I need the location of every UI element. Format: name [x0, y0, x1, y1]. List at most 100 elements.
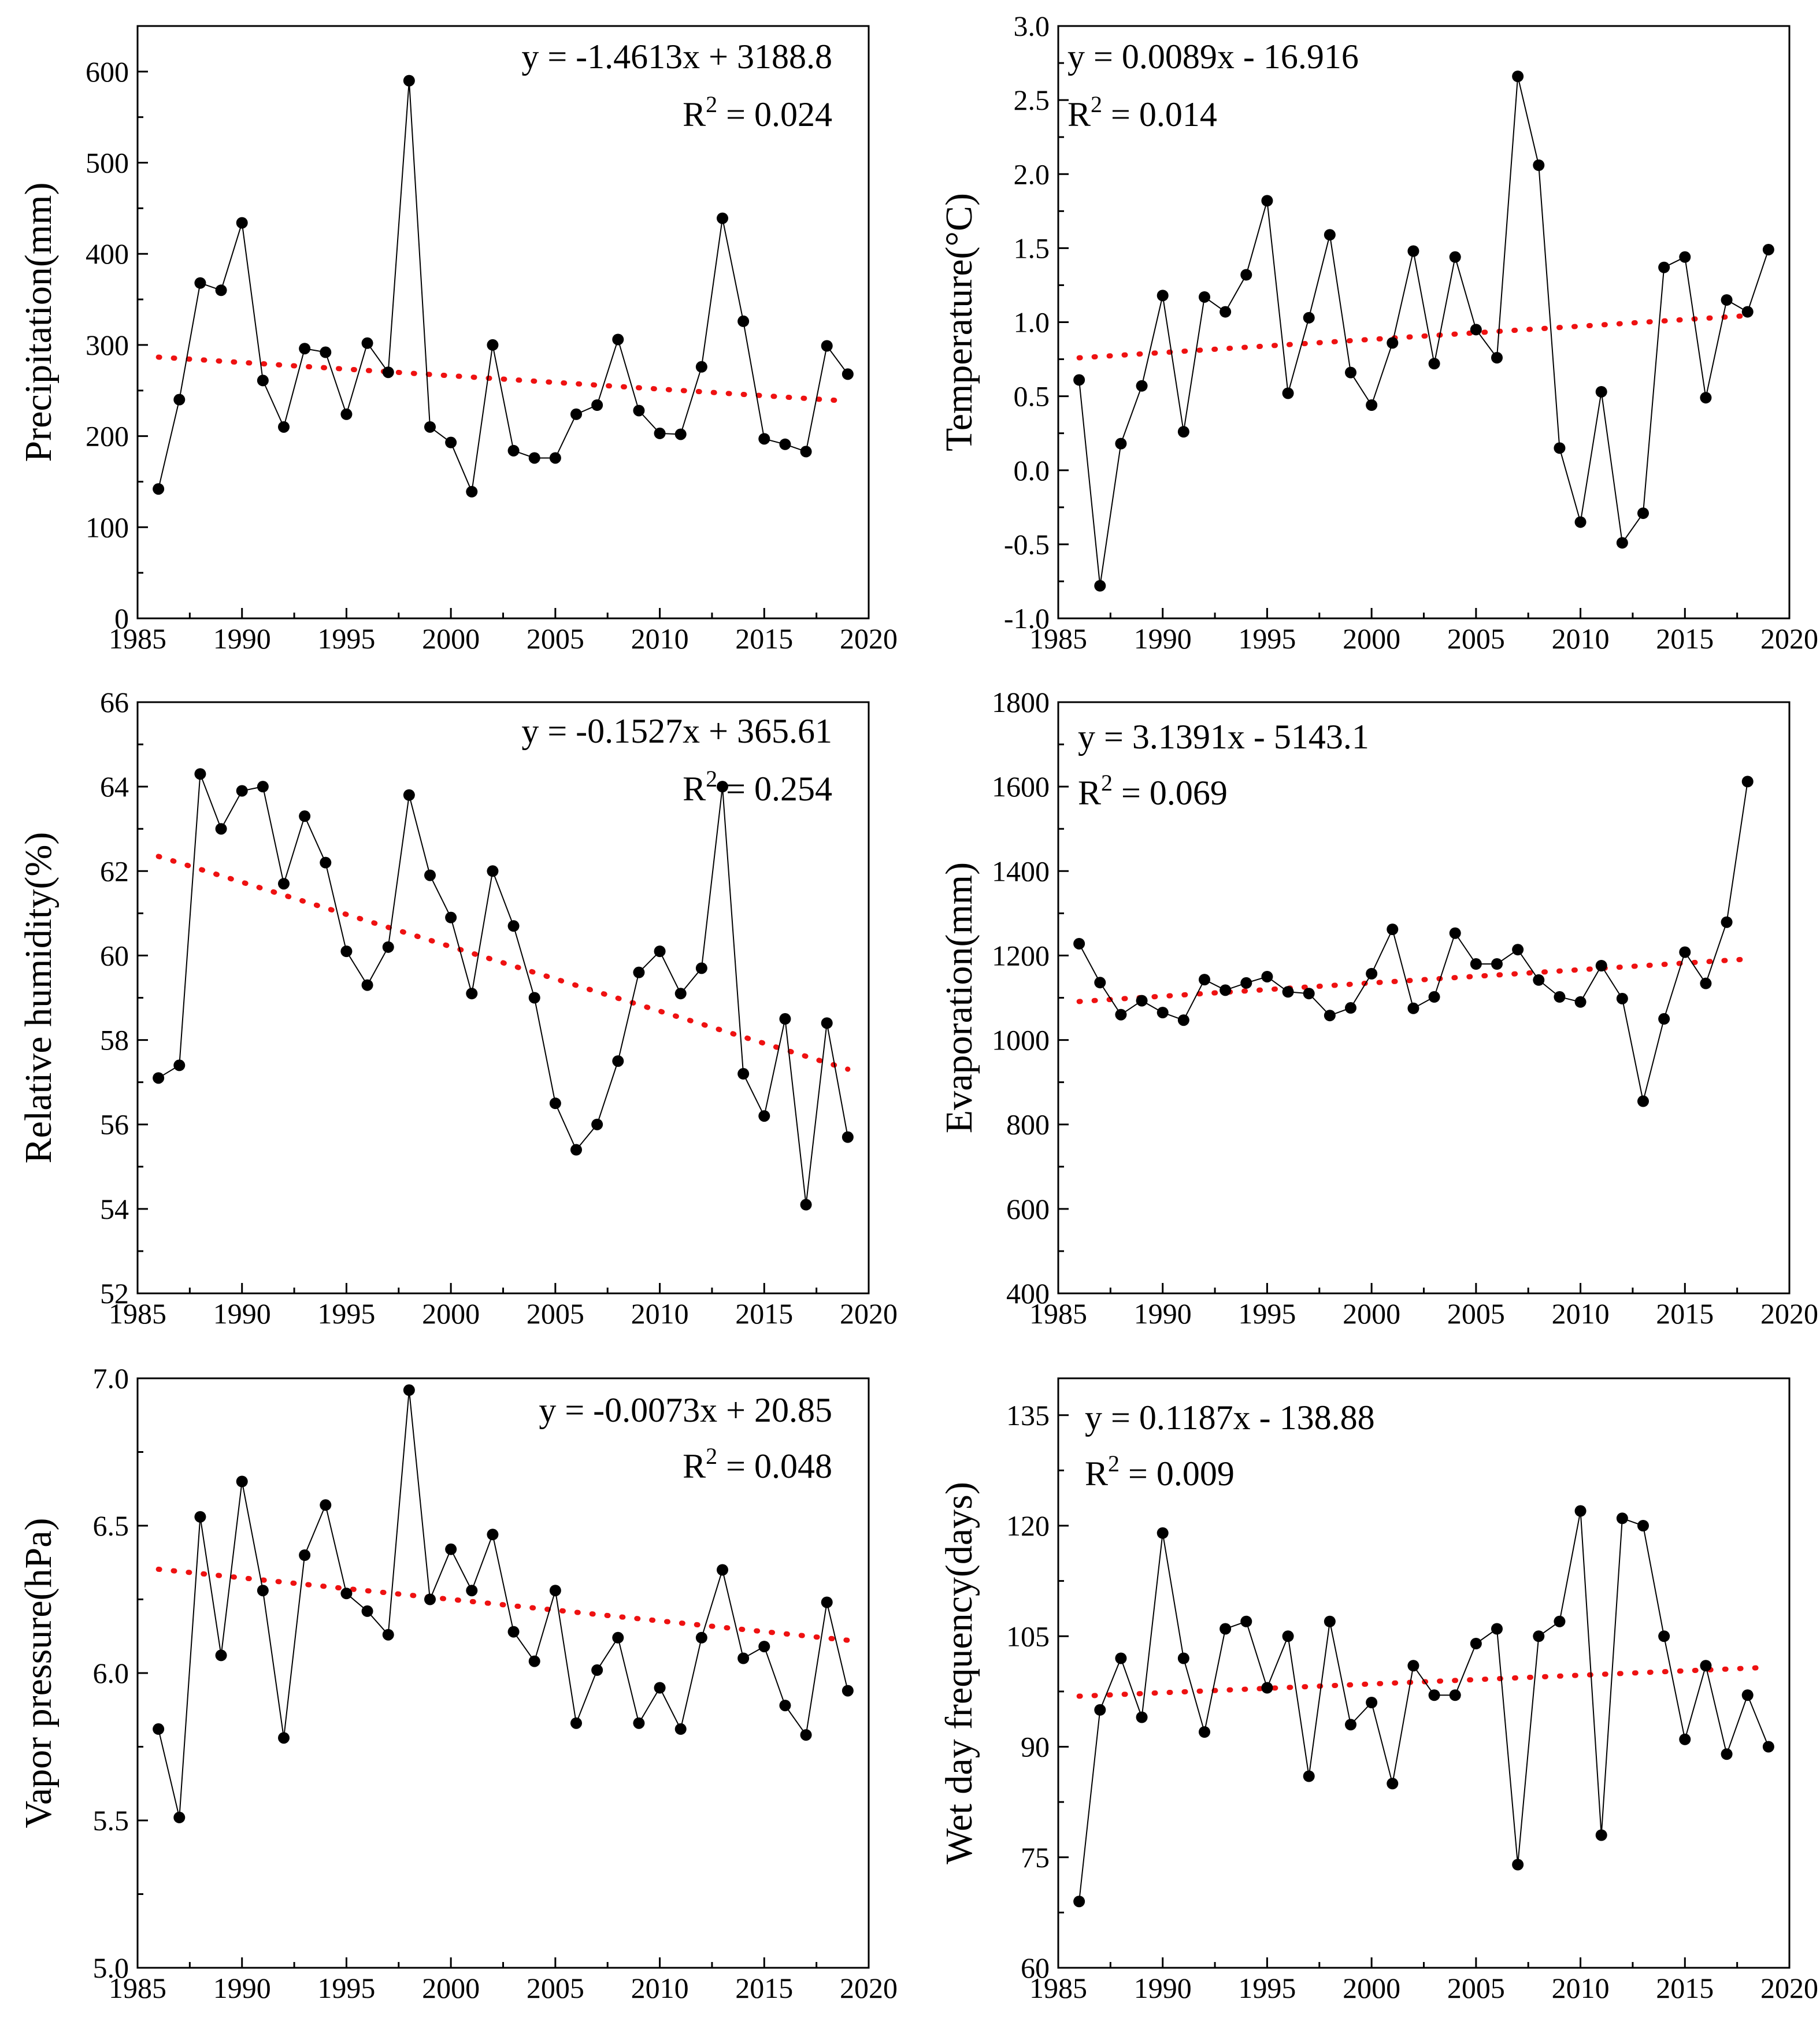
- r-squared-symbol: R: [683, 95, 706, 133]
- data-point: [1177, 426, 1189, 438]
- r-squared-value: = 0.009: [1120, 1455, 1235, 1493]
- y-tick-label: 62: [100, 855, 129, 887]
- data-point: [1491, 1623, 1503, 1635]
- data-point: [173, 1811, 186, 1823]
- data-point: [1240, 269, 1252, 281]
- data-point: [1616, 1512, 1628, 1525]
- x-tick-label: 1995: [317, 622, 375, 655]
- chart-panel-evap: 400 600 800 1000 1200 1400 1600 1800 1985 1990 199…: [938, 686, 1818, 1330]
- data-point: [695, 1631, 707, 1644]
- data-point: [549, 1585, 561, 1597]
- data-point: [320, 1499, 332, 1511]
- data-point: [215, 284, 227, 296]
- y-tick-label: 7.0: [93, 1362, 129, 1394]
- y-tick-label: 1.0: [1014, 306, 1050, 339]
- data-point: [1303, 1770, 1315, 1782]
- y-tick-label: 1400: [992, 855, 1050, 887]
- data-point: [695, 361, 707, 373]
- y-axis-title: Wet day frequency(days): [938, 1482, 980, 1864]
- r-squared-symbol: R: [1067, 95, 1091, 133]
- data-point: [236, 1475, 248, 1488]
- data-point: [466, 1585, 478, 1597]
- data-point: [842, 1685, 854, 1697]
- data-point: [1470, 958, 1482, 970]
- data-point: [654, 427, 666, 439]
- data-point: [487, 865, 499, 877]
- x-tick-label: 1985: [1029, 1972, 1087, 2004]
- data-point: [1574, 996, 1587, 1008]
- r-squared-value: = 0.024: [717, 95, 832, 133]
- data-point: [821, 1596, 833, 1608]
- chart-panel-temp: -1.0 -0.5 0.0 0.5 1.0 1.5 2.0 2.5 3.0 1985 1990 199…: [938, 10, 1818, 655]
- data-point: [1219, 1623, 1232, 1635]
- data-point: [1554, 991, 1566, 1003]
- data-point: [1157, 1527, 1169, 1539]
- data-point: [236, 217, 248, 229]
- x-tick-label: 2000: [422, 622, 480, 655]
- y-tick-label: -1.0: [1004, 602, 1050, 635]
- y-tick-label: 0.0: [1014, 454, 1050, 487]
- x-tick-label: 2015: [735, 1297, 793, 1330]
- data-point: [340, 408, 353, 420]
- x-tick-label: 2010: [631, 1972, 689, 2004]
- x-tick-label: 2005: [1447, 1297, 1505, 1330]
- r-squared-value: = 0.254: [717, 770, 832, 808]
- data-point: [1658, 1013, 1670, 1025]
- data-point: [1700, 977, 1712, 989]
- x-tick-label: 2000: [1343, 1972, 1400, 2004]
- data-point: [528, 452, 540, 464]
- y-tick-label: 5.5: [93, 1804, 129, 1837]
- data-point: [528, 1655, 540, 1667]
- y-axis-title: Evaporation(mm): [938, 862, 980, 1133]
- data-point: [320, 346, 332, 358]
- data-point: [1741, 306, 1754, 318]
- r-squared-exponent: 2: [706, 766, 717, 792]
- data-point: [1303, 988, 1315, 1000]
- data-series-line: [158, 1390, 848, 1818]
- y-tick-label: 54: [100, 1193, 129, 1225]
- data-point: [758, 433, 770, 445]
- x-tick-label: 2000: [422, 1972, 480, 2004]
- y-axis-title: Relative humidity(%): [17, 832, 60, 1164]
- y-tick-label: 5.0: [93, 1952, 129, 1984]
- y-tick-label: 60: [100, 939, 129, 971]
- y-tick-label: 1.5: [1014, 232, 1050, 264]
- data-point: [424, 421, 436, 433]
- data-point: [1136, 1711, 1148, 1723]
- r-squared: R2 = 0.009: [1085, 1451, 1235, 1493]
- data-point: [1491, 352, 1503, 364]
- data-point: [445, 436, 457, 448]
- x-tick-label: 1990: [1134, 622, 1192, 655]
- y-tick-label: 120: [1006, 1510, 1050, 1542]
- data-point: [591, 1118, 603, 1130]
- data-point: [1762, 243, 1774, 255]
- data-point: [1491, 958, 1503, 970]
- data-point: [153, 1072, 165, 1084]
- data-point: [1324, 1615, 1336, 1627]
- data-point: [1136, 995, 1148, 1007]
- data-point: [1115, 1652, 1127, 1664]
- data-point: [1741, 1689, 1754, 1701]
- x-tick-label: 1995: [317, 1297, 375, 1330]
- y-axis-title: Vapor pressure(hPa): [17, 1518, 60, 1829]
- data-point: [1282, 986, 1294, 998]
- data-point: [1679, 1733, 1691, 1745]
- data-point: [1282, 387, 1294, 399]
- y-tick-label: 1600: [992, 770, 1050, 803]
- data-point: [1157, 1007, 1169, 1019]
- trend-line: [1076, 1664, 1771, 1699]
- data-point: [821, 340, 833, 352]
- data-point: [1512, 944, 1524, 956]
- x-tick-label: 2020: [1760, 622, 1818, 655]
- data-point: [361, 1605, 373, 1617]
- data-point: [1595, 959, 1607, 971]
- y-tick-label: 0: [114, 602, 129, 635]
- data-point: [1240, 1615, 1252, 1627]
- data-point: [1345, 1719, 1356, 1731]
- data-point: [236, 785, 248, 797]
- r-squared: R2 = 0.254: [683, 766, 832, 808]
- x-tick-label: 1990: [213, 1972, 271, 2004]
- data-point: [1554, 442, 1566, 454]
- data-point: [570, 1717, 582, 1729]
- y-tick-label: 6.5: [93, 1510, 129, 1542]
